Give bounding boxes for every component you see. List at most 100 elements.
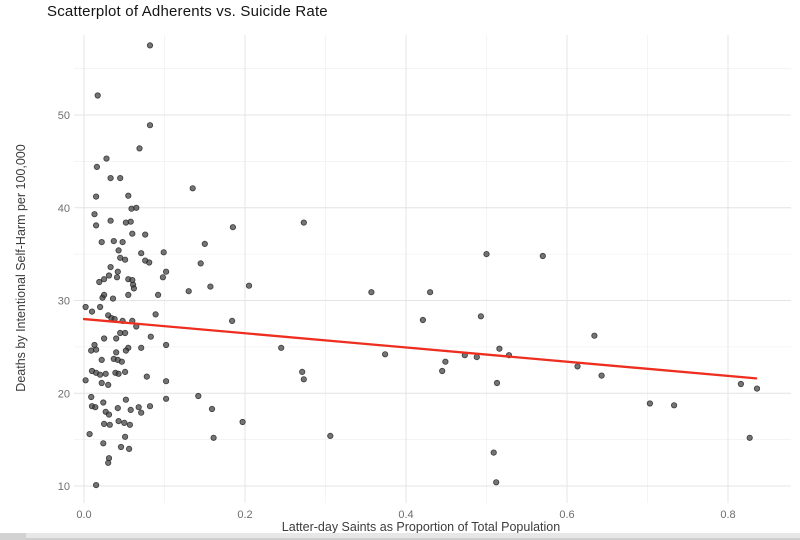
y-tick-label: 20 — [58, 388, 70, 400]
data-point — [160, 249, 167, 256]
data-point — [163, 395, 170, 402]
data-point — [102, 370, 109, 377]
data-point — [127, 218, 134, 225]
data-point — [146, 403, 154, 410]
data-point — [106, 421, 113, 428]
data-point — [737, 380, 745, 388]
data-point — [155, 291, 162, 298]
data-point — [146, 122, 154, 129]
data-point — [100, 399, 107, 406]
data-point — [299, 368, 306, 375]
data-point — [122, 329, 129, 337]
data-point — [119, 239, 126, 246]
data-point — [98, 356, 105, 363]
data-point — [107, 263, 114, 271]
data-point — [152, 311, 159, 318]
data-point — [93, 163, 101, 170]
data-point — [239, 418, 246, 426]
data-point — [88, 393, 95, 401]
data-point — [103, 155, 110, 162]
data-point — [142, 257, 149, 264]
data-point — [118, 358, 125, 365]
trend-line — [82, 317, 758, 380]
data-point — [127, 406, 134, 413]
data-point — [419, 316, 426, 324]
data-point — [245, 282, 253, 289]
data-point — [142, 231, 149, 238]
data-point — [442, 358, 449, 365]
x-tick-label: 0.2 — [237, 509, 252, 521]
data-point — [121, 419, 128, 426]
data-point — [490, 449, 497, 456]
data-point — [122, 433, 129, 440]
data-point — [109, 295, 117, 302]
data-point — [117, 443, 125, 451]
data-point — [135, 404, 142, 411]
data-point — [117, 175, 124, 182]
data-point — [93, 346, 100, 353]
x-tick-label: 0.4 — [398, 509, 413, 521]
window-bottom-edge-cap — [0, 533, 26, 540]
y-tick-label: 40 — [58, 203, 70, 215]
data-point — [327, 432, 334, 439]
data-point — [92, 404, 99, 411]
data-point — [122, 256, 129, 263]
x-tick-label: 0.6 — [559, 509, 574, 521]
data-point — [163, 341, 170, 349]
data-point — [113, 349, 120, 356]
data-point — [86, 430, 93, 438]
data-point — [110, 238, 117, 245]
data-point — [122, 368, 129, 375]
data-point — [195, 392, 202, 400]
data-point — [88, 308, 96, 315]
data-point — [646, 400, 654, 407]
data-point — [122, 396, 130, 403]
data-point — [598, 372, 605, 379]
data-point — [493, 479, 500, 486]
data-point — [98, 239, 105, 246]
data-point — [101, 291, 108, 298]
data-point — [477, 313, 484, 320]
data-point — [113, 335, 120, 342]
data-point — [381, 351, 389, 358]
data-point — [122, 347, 130, 354]
data-point — [125, 291, 132, 298]
data-point — [185, 288, 192, 295]
data-point — [105, 411, 113, 418]
data-point — [93, 193, 100, 200]
data-point — [130, 285, 137, 292]
data-point — [138, 409, 145, 416]
data-point — [82, 377, 89, 384]
data-point — [107, 217, 114, 224]
data-point — [114, 268, 121, 275]
plot-title: Scatterplot of Adherents vs. Suicide Rat… — [47, 3, 328, 20]
data-point — [143, 373, 150, 380]
data-point — [746, 434, 753, 441]
x-axis-title: Latter-day Saints as Proportion of Total… — [281, 520, 561, 534]
data-point — [163, 268, 170, 275]
data-point — [107, 175, 114, 182]
y-tick-label: 50 — [58, 110, 70, 122]
data-point — [574, 363, 581, 370]
data-point — [105, 272, 113, 279]
data-point — [100, 440, 107, 447]
data-point — [439, 367, 446, 375]
data-point — [229, 224, 236, 231]
data-point — [300, 376, 307, 383]
data-point — [126, 421, 133, 428]
data-point — [101, 335, 108, 342]
data-point — [115, 370, 122, 377]
data-point — [93, 481, 100, 489]
data-point — [753, 385, 761, 392]
data-point — [105, 381, 112, 388]
data-point — [496, 345, 503, 352]
data-point — [493, 379, 501, 387]
data-point — [426, 289, 434, 296]
data-point — [93, 222, 100, 229]
data-point — [129, 230, 136, 237]
data-point — [197, 260, 204, 267]
data-point — [229, 317, 236, 324]
data-point — [98, 379, 105, 387]
data-point — [670, 402, 678, 409]
